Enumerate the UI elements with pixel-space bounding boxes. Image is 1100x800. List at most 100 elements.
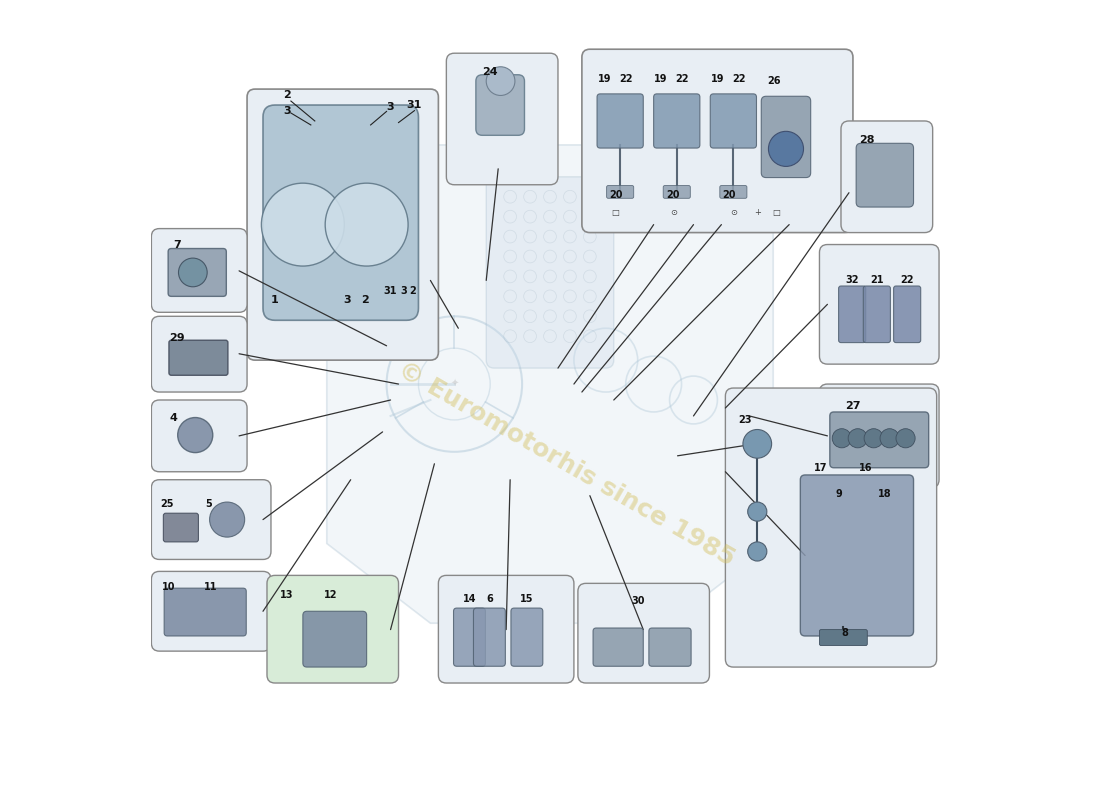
- FancyBboxPatch shape: [578, 583, 710, 683]
- FancyBboxPatch shape: [663, 186, 691, 198]
- FancyBboxPatch shape: [842, 121, 933, 233]
- Text: 3: 3: [343, 295, 351, 306]
- Text: 23: 23: [738, 415, 752, 425]
- Text: 19: 19: [597, 74, 611, 84]
- Polygon shape: [327, 145, 773, 623]
- FancyBboxPatch shape: [838, 286, 866, 342]
- Text: 17: 17: [814, 462, 827, 473]
- Circle shape: [178, 258, 207, 286]
- FancyBboxPatch shape: [719, 186, 747, 198]
- Text: 31: 31: [407, 100, 422, 110]
- Text: 2: 2: [283, 90, 290, 101]
- FancyBboxPatch shape: [649, 628, 691, 666]
- Text: 13: 13: [280, 590, 294, 600]
- Text: 12: 12: [324, 590, 338, 600]
- FancyBboxPatch shape: [473, 608, 505, 666]
- Text: 19: 19: [654, 74, 668, 84]
- Text: 16: 16: [859, 462, 872, 473]
- Circle shape: [486, 66, 515, 95]
- Text: 25: 25: [161, 498, 174, 509]
- Circle shape: [178, 418, 212, 453]
- Text: ⊙: ⊙: [730, 208, 737, 217]
- FancyBboxPatch shape: [864, 286, 890, 342]
- Text: 28: 28: [859, 135, 874, 145]
- FancyBboxPatch shape: [597, 94, 644, 148]
- Text: 2: 2: [361, 295, 368, 306]
- FancyBboxPatch shape: [447, 54, 558, 185]
- Text: 20: 20: [609, 190, 623, 200]
- Text: 32: 32: [846, 275, 859, 286]
- Circle shape: [848, 429, 867, 448]
- FancyBboxPatch shape: [829, 412, 928, 468]
- FancyBboxPatch shape: [152, 229, 248, 312]
- Text: 21: 21: [870, 275, 883, 286]
- Text: 29: 29: [169, 333, 185, 343]
- FancyBboxPatch shape: [169, 340, 228, 375]
- Text: 5: 5: [206, 498, 212, 509]
- FancyBboxPatch shape: [152, 571, 271, 651]
- FancyBboxPatch shape: [582, 50, 852, 233]
- FancyBboxPatch shape: [510, 608, 542, 666]
- Text: 18: 18: [878, 489, 892, 499]
- Text: 8: 8: [842, 628, 848, 638]
- FancyBboxPatch shape: [761, 96, 811, 178]
- Text: 4: 4: [169, 414, 177, 423]
- Text: 27: 27: [845, 402, 860, 411]
- Text: 3: 3: [283, 106, 290, 117]
- Text: 10: 10: [162, 582, 176, 592]
- Circle shape: [262, 183, 344, 266]
- Circle shape: [742, 430, 771, 458]
- Text: 22: 22: [675, 74, 689, 84]
- Text: 24: 24: [483, 66, 498, 77]
- FancyBboxPatch shape: [152, 400, 248, 472]
- Text: 20: 20: [723, 190, 736, 200]
- Circle shape: [748, 502, 767, 521]
- Circle shape: [326, 183, 408, 266]
- Text: □: □: [772, 208, 780, 217]
- Text: 30: 30: [631, 596, 645, 606]
- Text: □: □: [612, 208, 619, 217]
- Text: 22: 22: [901, 275, 914, 286]
- FancyBboxPatch shape: [820, 245, 939, 364]
- FancyBboxPatch shape: [152, 316, 248, 392]
- FancyBboxPatch shape: [606, 186, 634, 198]
- FancyBboxPatch shape: [711, 94, 757, 148]
- FancyBboxPatch shape: [593, 628, 644, 666]
- Text: 3: 3: [400, 286, 407, 296]
- Text: 15: 15: [520, 594, 534, 604]
- FancyBboxPatch shape: [248, 89, 439, 360]
- Circle shape: [769, 131, 803, 166]
- FancyBboxPatch shape: [653, 94, 700, 148]
- Circle shape: [880, 429, 899, 448]
- Text: 2: 2: [409, 286, 416, 296]
- FancyBboxPatch shape: [453, 608, 485, 666]
- Circle shape: [210, 502, 244, 537]
- FancyBboxPatch shape: [725, 388, 937, 667]
- Text: ✦: ✦: [450, 379, 459, 389]
- FancyBboxPatch shape: [820, 630, 867, 646]
- Text: 22: 22: [733, 74, 746, 84]
- Text: +: +: [754, 208, 761, 217]
- Text: 11: 11: [205, 582, 218, 592]
- Text: 22: 22: [619, 74, 632, 84]
- Text: 3: 3: [387, 102, 395, 112]
- Text: ⊙: ⊙: [670, 208, 678, 217]
- FancyBboxPatch shape: [476, 74, 525, 135]
- Text: 14: 14: [463, 594, 476, 604]
- Circle shape: [865, 429, 883, 448]
- FancyBboxPatch shape: [168, 249, 227, 296]
- FancyBboxPatch shape: [163, 514, 198, 542]
- Text: 20: 20: [666, 190, 680, 200]
- FancyBboxPatch shape: [893, 286, 921, 342]
- Circle shape: [896, 429, 915, 448]
- Circle shape: [748, 542, 767, 561]
- Text: 19: 19: [711, 74, 724, 84]
- FancyBboxPatch shape: [801, 475, 913, 636]
- FancyBboxPatch shape: [302, 611, 366, 667]
- Text: 6: 6: [486, 594, 493, 604]
- Circle shape: [833, 429, 851, 448]
- Text: 9: 9: [835, 489, 842, 499]
- FancyBboxPatch shape: [439, 575, 574, 683]
- FancyBboxPatch shape: [152, 480, 271, 559]
- Text: 7: 7: [173, 239, 180, 250]
